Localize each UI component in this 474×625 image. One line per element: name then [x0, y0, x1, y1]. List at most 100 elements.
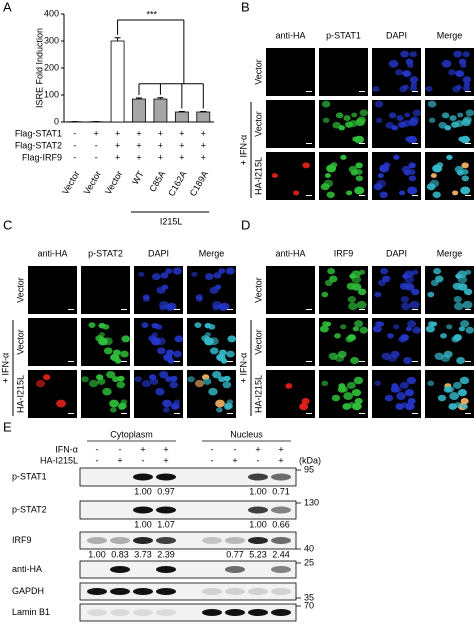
scale-bar — [174, 309, 180, 310]
cell — [161, 284, 169, 290]
cell — [226, 399, 234, 405]
band — [248, 473, 268, 481]
row-label: Vector — [253, 277, 263, 303]
cell — [391, 125, 399, 131]
condition-sign: + — [136, 152, 141, 162]
cell — [151, 322, 159, 329]
band — [202, 588, 222, 595]
cell — [121, 335, 131, 343]
cell — [323, 179, 334, 188]
scale-bar — [68, 361, 74, 362]
cell — [461, 169, 469, 175]
cell — [462, 76, 472, 83]
cell — [407, 397, 416, 405]
cell — [462, 85, 471, 92]
scale-bar — [306, 413, 312, 414]
cell — [354, 397, 363, 405]
cell — [328, 352, 338, 361]
micrograph — [319, 100, 369, 148]
group-label: I215L — [160, 216, 183, 226]
cell — [325, 321, 332, 327]
marker-label: 70 — [304, 600, 314, 610]
bar — [196, 111, 211, 123]
band — [133, 609, 153, 616]
row-label: Lamin B1 — [12, 607, 50, 617]
fraction-label: Cytoplasm — [110, 429, 153, 439]
cell — [412, 109, 422, 117]
column-header: DAPI — [148, 248, 169, 258]
cell — [465, 109, 474, 117]
band — [248, 588, 268, 595]
cell — [350, 356, 360, 365]
cell — [222, 381, 232, 389]
scale-bar — [121, 309, 127, 310]
cell — [458, 283, 468, 291]
cell — [372, 85, 380, 92]
micrograph — [372, 370, 421, 418]
cell — [208, 387, 218, 396]
condition-name: HA-I215L — [40, 455, 78, 465]
cell — [301, 397, 310, 405]
cell — [348, 165, 358, 173]
micrograph — [319, 370, 368, 418]
bar — [110, 40, 125, 123]
cell — [379, 191, 388, 199]
column-header: p-STAT2 — [88, 248, 123, 258]
cell — [335, 112, 344, 119]
cell — [459, 376, 470, 385]
condition-sign: + — [94, 128, 99, 138]
cell — [103, 347, 113, 355]
cell — [374, 100, 384, 108]
cell — [162, 399, 172, 408]
micrograph — [28, 318, 77, 366]
cell — [322, 117, 330, 123]
scale-bar — [412, 309, 418, 310]
condition-sign: + — [201, 152, 206, 162]
cell — [285, 383, 293, 389]
scale-bar — [465, 91, 471, 92]
panel-label: B — [241, 0, 250, 14]
bar — [153, 98, 168, 123]
column-header: Merge — [437, 30, 463, 40]
condition-name: IFN-α — [55, 444, 78, 454]
band — [87, 537, 107, 544]
cell — [355, 403, 362, 410]
cell — [355, 162, 363, 169]
cell — [214, 284, 222, 290]
cell — [427, 100, 437, 108]
cell — [359, 109, 369, 117]
scale-bar — [412, 413, 418, 414]
cell — [81, 376, 89, 383]
micrograph — [372, 152, 421, 200]
cell — [464, 269, 472, 275]
cell — [171, 403, 179, 410]
row-label: Vector — [253, 59, 263, 85]
cell — [302, 162, 310, 169]
cell — [453, 295, 462, 303]
cell — [340, 386, 349, 393]
cell — [446, 324, 453, 330]
condition-sign: - — [211, 444, 214, 454]
scale-bar — [227, 413, 233, 414]
error-bar — [136, 97, 142, 100]
band — [156, 566, 176, 573]
band — [110, 566, 130, 573]
condition-name: Flag-STAT1 — [15, 128, 62, 138]
cell — [462, 300, 473, 309]
condition-sign: + — [136, 140, 141, 150]
cell — [410, 288, 420, 296]
unit-label: (kDa) — [299, 455, 321, 465]
column-header: anti-HA — [275, 248, 305, 258]
condition-sign: + — [201, 128, 206, 138]
x-tick-label: C189A — [188, 169, 210, 198]
cell — [408, 175, 417, 182]
cell — [460, 135, 471, 144]
cell — [204, 322, 212, 329]
scale-bar — [465, 413, 471, 414]
fraction-label: Nucleus — [230, 429, 263, 439]
cell — [163, 407, 170, 413]
cell — [173, 399, 181, 405]
condition-sign: - — [257, 455, 260, 465]
cell — [401, 165, 411, 173]
treatment-label: + IFN-α — [0, 353, 10, 383]
